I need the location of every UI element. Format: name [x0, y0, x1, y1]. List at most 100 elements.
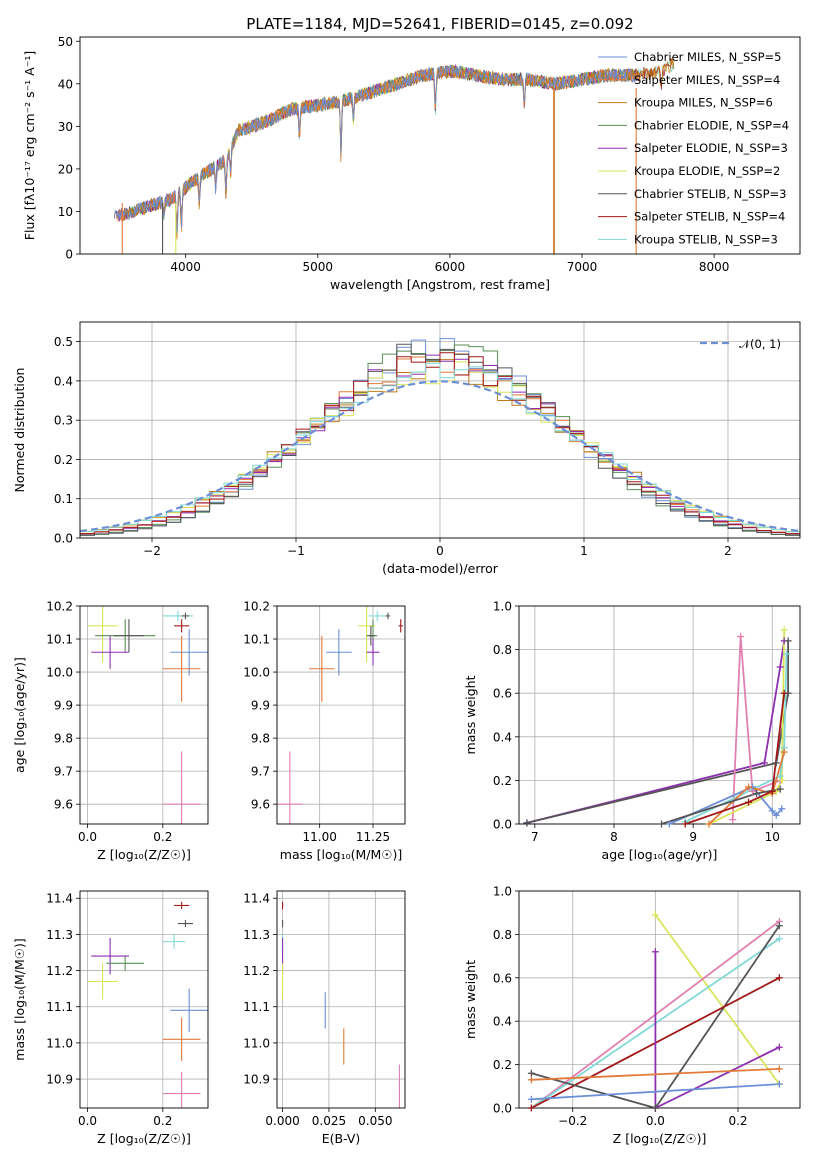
y-tick-label: 30	[58, 120, 73, 134]
axes-frame	[79, 321, 801, 539]
y-axis-label: age [log₁₀(age/yr)]	[12, 657, 27, 773]
panel-weight_vs_z: −0.2 0.0 0.2 0.0 0.2 0.4 0.6 0.8 1.0 Z [log₁₀(Z/Z…	[463, 885, 801, 1146]
y-axis-label: mass weight	[463, 675, 478, 754]
y-axis-label: Flux [fλ10⁻¹⁷ erg cm⁻² s⁻¹ A⁻¹]	[22, 51, 37, 240]
y-tick-label: 10.0	[46, 666, 73, 680]
x-tick-label: 0.025	[312, 1114, 346, 1128]
x-tick-label: 0.0	[78, 1114, 97, 1128]
y-tick-label: 0.3	[54, 414, 73, 428]
normal-curve	[80, 380, 800, 533]
y-tick-label: 11.0	[46, 1036, 73, 1050]
y-tick-label: 9.6	[54, 798, 73, 812]
panel-mass_vs_ebv: 0.000 0.025 0.050 10.9 11.0 11.1 11.2 11.3 11.4 E…	[243, 890, 406, 1146]
y-tick-label: 11.3	[243, 928, 270, 942]
panel-age_vs_z: 0.0 0.2 9.6 9.7 9.8 9.9 10.0 10.1 10.2 Z [log₁₀(Z…	[12, 600, 209, 862]
legend-entry: Kroupa STELIB, N_SSP=3	[634, 232, 778, 246]
y-tick-label: 10	[58, 205, 73, 219]
x-axis-label: Z [log₁₀(Z/Z☉)]	[97, 1131, 191, 1146]
legend-entry: Salpeter MILES, N_SSP=4	[634, 73, 780, 87]
y-tick-label: 0.5	[54, 335, 73, 349]
legend-entry: Kroupa MILES, N_SSP=6	[634, 96, 773, 110]
y-tick-label: 0.6	[493, 687, 512, 701]
y-tick-label: 10.2	[243, 600, 270, 614]
y-tick-label: 0.0	[493, 1102, 512, 1116]
y-tick-label: 9.7	[251, 765, 270, 779]
x-axis-label: E(B-V)	[322, 1131, 361, 1146]
weight-line-chabrier_miles	[531, 1083, 780, 1101]
y-tick-label: 0.2	[493, 774, 512, 788]
y-tick-label: 40	[58, 77, 73, 91]
y-tick-label: 0.0	[54, 532, 73, 546]
y-tick-label: 0.8	[493, 928, 512, 942]
panel-weight_vs_age: 7 8 9 10 0.0 0.2 0.4 0.6 0.8 1.0 age [log₁₀(age/yr…	[463, 600, 801, 862]
weight-line-salpeter_stelib	[684, 693, 786, 824]
y-tick-label: 0.2	[493, 1058, 512, 1072]
x-tick-label: 0	[436, 544, 444, 558]
y-tick-label: 11.4	[46, 892, 73, 906]
y-tick-label: 9.8	[54, 732, 73, 746]
panel-residuals: −2 −1 0 1 2 0.0 0.1 0.2 0.3 0.4 0.5 (data-model)/er…	[12, 321, 801, 576]
axes-frame	[276, 890, 406, 1109]
plot-area-residuals	[80, 322, 800, 538]
x-tick-label: 0.2	[153, 1114, 172, 1128]
weight-line-salpeter_elodie	[654, 951, 780, 1108]
x-tick-label: 8000	[699, 260, 730, 274]
y-tick-label: 0.1	[54, 492, 73, 506]
x-tick-label: 11.25	[356, 830, 390, 844]
y-tick-label: 10.2	[46, 600, 73, 614]
y-tick-label: 1.0	[493, 885, 512, 899]
x-tick-label: 7	[531, 830, 539, 844]
plot-area-age_vs_z	[80, 606, 208, 824]
weight-line-salpeter_miles	[531, 1068, 780, 1081]
axes-frame	[79, 605, 209, 825]
x-tick-label: 1	[580, 544, 588, 558]
weight-line-kroupa_elodie	[654, 914, 781, 1085]
spectrum-line-chabrier_miles	[115, 64, 638, 233]
x-tick-label: 0.2	[153, 830, 172, 844]
y-tick-label: 0.6	[493, 971, 512, 985]
y-tick-label: 0.4	[493, 730, 512, 744]
legend-entry: Chabrier MILES, N_SSP=5	[634, 50, 781, 64]
y-tick-label: 9.9	[54, 699, 73, 713]
y-tick-label: 0.8	[493, 643, 512, 657]
plot-area-mass_vs_ebv	[277, 891, 405, 1108]
legend-entry: Chabrier STELIB, N_SSP=3	[634, 187, 786, 201]
plot-area-weight_vs_z	[519, 891, 800, 1108]
x-tick-label: 7000	[567, 260, 598, 274]
legend: 𝒩(0, 1)	[700, 337, 781, 351]
x-tick-label: 0.050	[358, 1114, 392, 1128]
axes-frame	[276, 605, 406, 825]
y-axis-label: Normed distribution	[12, 368, 27, 493]
histogram-salpeter_stelib	[80, 352, 800, 535]
plot-area-age_vs_mass	[277, 606, 405, 824]
legend-entry: Salpeter ELODIE, N_SSP=3	[634, 141, 788, 155]
axes-frame	[79, 890, 209, 1109]
plot-area-weight_vs_age	[519, 606, 800, 824]
y-tick-label: 11.2	[46, 964, 73, 978]
weight-line-pink	[731, 636, 781, 820]
y-tick-label: 11.1	[46, 1000, 73, 1014]
weight-line-salpeter_miles	[708, 751, 786, 824]
y-tick-label: 20	[58, 162, 73, 176]
y-tick-label: 1.0	[493, 600, 512, 614]
x-tick-label: 2	[724, 544, 732, 558]
y-tick-label: 9.9	[251, 699, 270, 713]
legend-entry: Chabrier ELODIE, N_SSP=4	[634, 118, 789, 132]
y-tick-label: 10.0	[243, 666, 270, 680]
y-tick-label: 11.4	[243, 892, 270, 906]
y-tick-label: 11.0	[243, 1036, 270, 1050]
y-tick-label: 9.8	[251, 732, 270, 746]
plot-area-spectrum	[113, 57, 675, 254]
y-tick-label: 9.7	[54, 765, 73, 779]
x-tick-label: 0.0	[78, 830, 97, 844]
x-tick-label: 0.0	[646, 1114, 665, 1128]
spectrum-line-kroupa_elodie	[174, 64, 638, 234]
x-axis-label: (data-model)/error	[382, 561, 499, 576]
x-tick-label: 6000	[435, 260, 466, 274]
x-tick-label: 5000	[303, 260, 334, 274]
x-tick-label: 11.00	[302, 830, 336, 844]
legend: Chabrier MILES, N_SSP=5 Salpeter MILES, N…	[598, 50, 789, 246]
panel-mass_vs_z: 0.0 0.2 10.9 11.0 11.1 11.2 11.3 11.4 Z [log₁₀(Z…	[12, 890, 209, 1146]
y-tick-label: 0.0	[493, 818, 512, 832]
